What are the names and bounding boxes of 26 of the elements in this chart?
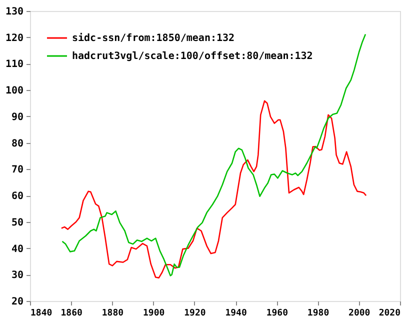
y-tick-label: 130 [5, 6, 24, 18]
x-tick-label: 1920 [184, 308, 206, 318]
x-tick-label: 1860 [60, 308, 82, 318]
y-tick-label: 80 [11, 138, 24, 150]
x-tick-label: 1880 [102, 308, 124, 318]
x-tick-label: 1900 [142, 308, 165, 318]
y-tick-label: 100 [5, 86, 24, 97]
y-tick-label: 40 [11, 244, 24, 255]
y-tick-label: 50 [11, 217, 24, 228]
x-tick-label: 1960 [266, 308, 288, 318]
x-tick-label: 2020 [378, 308, 400, 318]
line-series [62, 34, 366, 276]
x-tick-label: 1980 [307, 308, 330, 318]
y-tick-label: 90 [11, 112, 24, 123]
x-tick-label: 2000 [348, 308, 370, 318]
x-tick-label: 1940 [225, 308, 247, 318]
x-tick-label: 1840 [30, 308, 52, 318]
legend-label: hadcrut3vgl/scale:100/offset:80/mean:132 [72, 51, 313, 62]
y-tick-label: 70 [11, 164, 24, 176]
y-tick-label: 30 [11, 270, 24, 282]
y-tick-label: 20 [11, 296, 24, 308]
y-tick-label: 60 [11, 191, 24, 202]
legend-label: sidc-ssn/from:1850/mean:132 [72, 32, 235, 44]
line-series [60, 100, 367, 278]
y-tick-label: 120 [5, 32, 24, 44]
y-tick-label: 110 [5, 59, 24, 70]
